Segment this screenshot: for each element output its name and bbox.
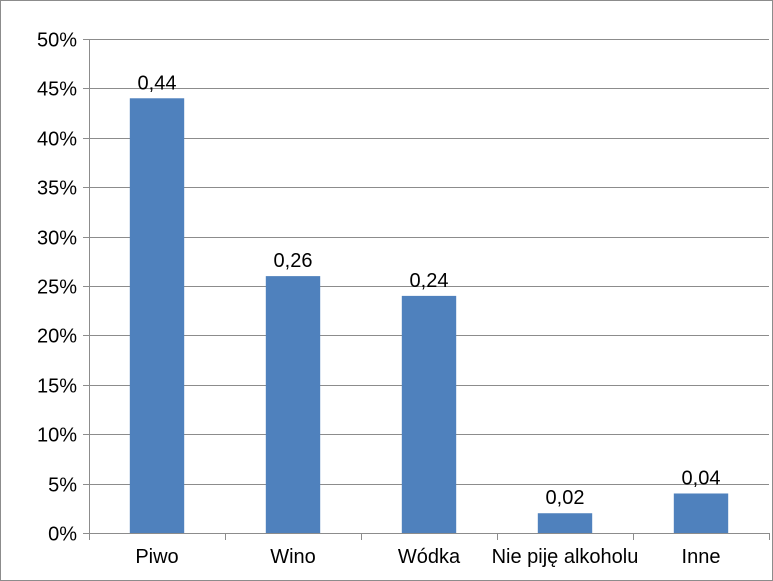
bar-nie-piję-alkoholu — [537, 513, 593, 533]
x-category-label: Piwo — [135, 546, 178, 568]
gridlines — [83, 39, 769, 485]
data-label: 0,44 — [138, 72, 177, 94]
y-tick-label: 30% — [37, 228, 77, 250]
x-category-label: Inne — [682, 546, 721, 568]
bar-wódka — [401, 295, 457, 533]
y-tick-label: 15% — [37, 376, 77, 398]
y-tick-label: 35% — [37, 178, 77, 200]
data-label: 0,02 — [546, 487, 585, 509]
y-tick-label: 5% — [48, 475, 77, 497]
y-tick-label: 20% — [37, 326, 77, 348]
labels: 0% 5% 10% 15% 20% 25% 30% 35% 40% 45% 50% 0,44 Piwo 0… — [37, 30, 721, 569]
bar-wino — [265, 276, 321, 533]
x-category-label: Wino — [270, 546, 316, 568]
data-label: 0,04 — [682, 467, 721, 489]
x-category-label: Wódka — [398, 546, 461, 568]
y-tick-label: 25% — [37, 277, 77, 299]
y-tick-label: 40% — [37, 129, 77, 151]
y-tick-label: 45% — [37, 79, 77, 101]
axes — [83, 39, 770, 540]
data-label: 0,24 — [410, 270, 449, 292]
bar-inne — [673, 493, 729, 533]
bars — [129, 98, 729, 533]
data-label: 0,26 — [274, 250, 313, 272]
y-tick-label: 50% — [37, 30, 77, 52]
bar-piwo — [129, 98, 185, 533]
y-tick-label: 0% — [48, 524, 77, 546]
y-tick-label: 10% — [37, 425, 77, 447]
x-category-label: Nie piję alkoholu — [492, 546, 639, 568]
